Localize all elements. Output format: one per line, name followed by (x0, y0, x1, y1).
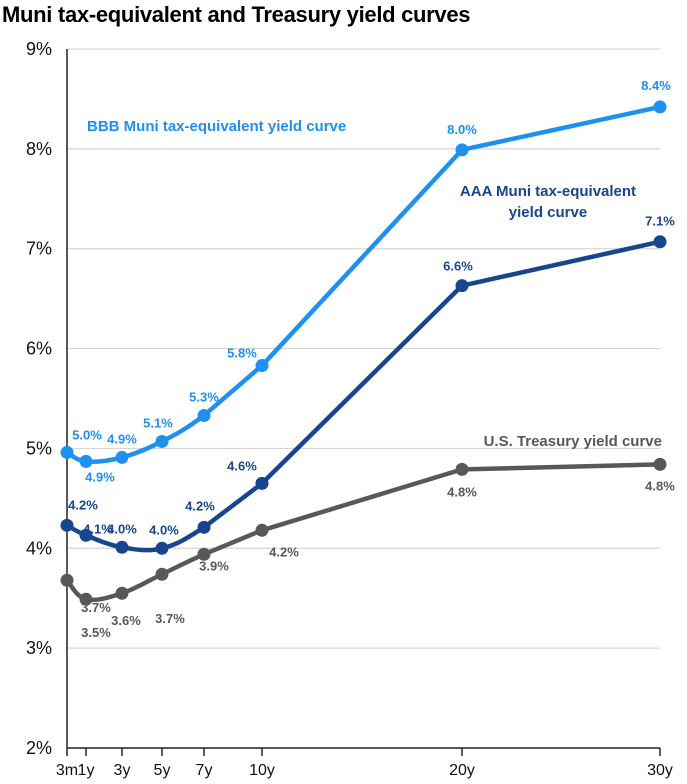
series-lines (60, 100, 667, 606)
data-label: 4.9% (85, 469, 115, 484)
data-point (197, 408, 211, 422)
data-point (197, 520, 211, 534)
data-point (455, 143, 469, 157)
data-label: 3.9% (199, 558, 229, 573)
series-bbb (60, 100, 667, 468)
y-tick-label: 8% (26, 139, 52, 159)
data-point (155, 567, 169, 581)
x-tick-label: 3y (114, 762, 131, 779)
x-tick-labels: 3m 1y 3y 5y 7y 10y 20y 30y (56, 762, 673, 779)
data-point (60, 445, 74, 459)
data-point (455, 279, 469, 293)
data-point (653, 457, 667, 471)
y-tick-label: 3% (26, 638, 52, 658)
axes (66, 49, 661, 756)
data-labels: 5.0% 4.9% 4.9% 5.1% 5.3% 5.8% 8.0% 8.4% 4.2% 4.1%… (68, 78, 675, 640)
data-label: 4.1% (83, 521, 113, 536)
data-point (255, 523, 269, 537)
y-tick-label: 5% (26, 438, 52, 458)
series-aaa (60, 235, 667, 555)
data-point (155, 434, 169, 448)
x-tick-label: 1y (78, 762, 95, 779)
gridlines (67, 48, 660, 649)
data-label: 6.6% (443, 259, 473, 274)
series-line (64, 239, 663, 553)
x-tick-label: 10y (249, 762, 275, 779)
data-label: 5.1% (143, 415, 173, 430)
series-annotation: yield curve (509, 204, 587, 221)
data-label: 5.0% (72, 427, 102, 442)
series-line (64, 104, 663, 464)
data-label: 4.8% (447, 484, 477, 499)
series-annotation: BBB Muni tax-equivalent yield curve (87, 118, 346, 135)
data-label: 4.0% (107, 521, 137, 536)
data-point (653, 235, 667, 249)
y-tick-label: 7% (26, 239, 52, 259)
data-point (115, 586, 129, 600)
data-point (197, 547, 211, 561)
data-point (79, 592, 93, 606)
data-point (79, 528, 93, 542)
data-point (60, 573, 74, 587)
y-tick-label: 6% (26, 339, 52, 359)
data-point (455, 462, 469, 476)
data-label: 3.6% (111, 613, 141, 628)
data-point (115, 450, 129, 464)
data-point (115, 540, 129, 554)
data-label: 8.4% (641, 78, 671, 93)
data-label: 4.2% (68, 497, 98, 512)
data-label: 5.8% (227, 346, 257, 361)
y-tick-label: 4% (26, 538, 52, 558)
data-label: 5.3% (189, 389, 219, 404)
data-point (653, 100, 667, 114)
x-tick-label: 20y (449, 762, 475, 779)
data-point (60, 518, 74, 532)
data-label: 3.5% (81, 625, 111, 640)
y-tick-label: 2% (26, 738, 52, 758)
data-label: 4.9% (107, 431, 137, 446)
chart-title: Muni tax-equivalent and Treasury yield c… (2, 2, 471, 27)
data-label: 4.0% (149, 522, 179, 537)
series-annotation: U.S. Treasury yield curve (484, 433, 662, 450)
x-tick-label: 5y (154, 762, 171, 779)
data-label: 7.1% (645, 214, 675, 229)
x-tick-label: 3m (56, 762, 78, 779)
y-tick-labels: 2% 3% 4% 5% 6% 7% 8% 9% (26, 39, 52, 758)
data-point (79, 454, 93, 468)
series-annotation: AAA Muni tax-equivalent (460, 183, 636, 200)
data-label: 8.0% (447, 122, 477, 137)
data-label: 4.6% (227, 458, 257, 473)
data-label: 4.2% (185, 498, 215, 513)
data-label: 3.7% (155, 611, 185, 626)
x-tick-label: 7y (196, 762, 213, 779)
data-label: 4.2% (269, 544, 299, 559)
data-point (255, 476, 269, 490)
series-treasury (60, 457, 667, 606)
series-annotations: BBB Muni tax-equivalent yield curve AAA M… (87, 118, 662, 450)
data-point (255, 359, 269, 373)
y-tick-label: 9% (26, 39, 52, 59)
data-label: 4.8% (645, 478, 675, 493)
x-tick-label: 30y (647, 762, 673, 779)
data-label: 3.7% (81, 600, 111, 615)
data-point (155, 541, 169, 555)
